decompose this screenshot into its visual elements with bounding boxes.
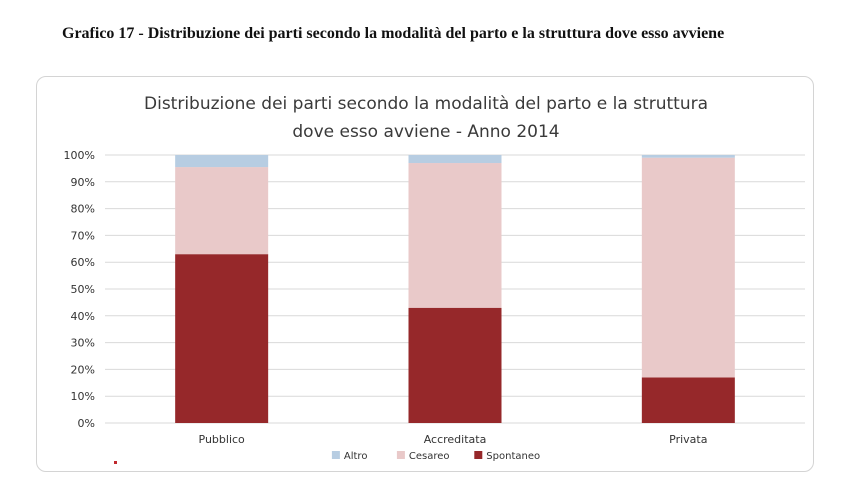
legend: Altro Cesareo Spontaneo [331, 451, 540, 462]
y-tick-label: 70% [71, 229, 95, 242]
stacked-bar-chart: Distribuzione dei parti secondo la modal… [64, 94, 805, 462]
bar-segment-spontaneo [175, 254, 269, 423]
y-tick-label: 10% [71, 390, 95, 403]
y-tick-label: 40% [71, 310, 95, 323]
document-caption: Grafico 17 - Distribuzione dei parti sec… [62, 25, 725, 42]
legend-label-altro: Altro [344, 451, 368, 462]
x-axis-categories: Pubblico Accreditata Privata [199, 433, 708, 446]
x-category-label: Privata [669, 433, 707, 446]
bar-segment-cesareo [641, 157, 735, 378]
bar-segment-spontaneo [408, 307, 502, 423]
bar-segment-altro [175, 155, 269, 168]
chart-frame: Distribuzione dei parti secondo la modal… [36, 76, 814, 472]
y-axis-ticks: 0% 10% 20% 30% 40% 50% 60% 70% 80% 90% 100% [64, 149, 95, 430]
chart-title-line-2: dove esso avviene - Anno 2014 [292, 122, 559, 142]
legend-swatch-spontaneo [474, 451, 483, 459]
bar-segment-cesareo [408, 163, 502, 308]
bar-segment-altro [408, 155, 502, 164]
legend-label-cesareo: Cesareo [409, 451, 450, 462]
y-tick-label: 50% [71, 283, 95, 296]
bar-segment-spontaneo [641, 377, 735, 423]
legend-label-spontaneo: Spontaneo [486, 451, 540, 462]
y-tick-label: 0% [78, 417, 95, 430]
legend-swatch-altro [331, 451, 340, 459]
stray-red-mark [114, 461, 117, 464]
x-category-label: Pubblico [199, 433, 246, 446]
y-tick-label: 20% [71, 363, 95, 376]
y-tick-label: 90% [71, 176, 95, 189]
y-tick-label: 100% [64, 149, 95, 162]
legend-swatch-cesareo [396, 451, 405, 459]
chart-title-line-1: Distribuzione dei parti secondo la modal… [144, 94, 708, 114]
y-tick-label: 80% [71, 203, 95, 216]
y-tick-label: 60% [71, 256, 95, 269]
bars [175, 155, 735, 423]
y-tick-label: 30% [71, 337, 95, 350]
bar-segment-cesareo [175, 167, 269, 255]
bar-segment-altro [641, 155, 735, 158]
x-category-label: Accreditata [424, 433, 487, 446]
